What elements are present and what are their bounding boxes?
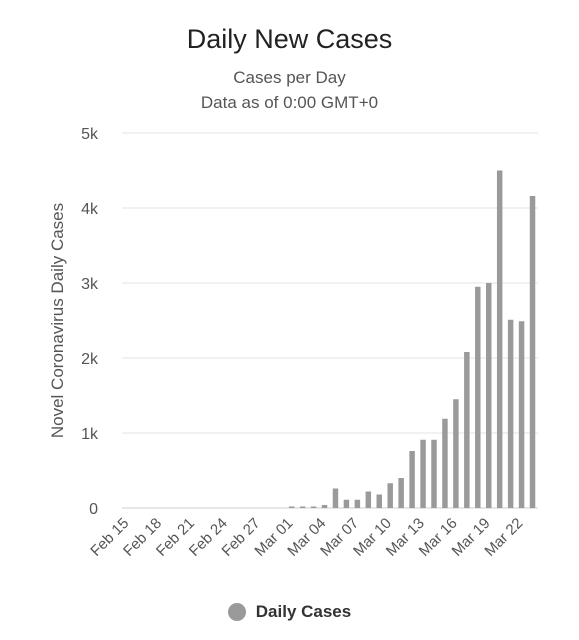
bar: [420, 439, 426, 508]
bar: [464, 352, 470, 508]
bar: [431, 439, 437, 508]
bar: [398, 478, 404, 508]
y-tick-label: 0: [89, 501, 98, 518]
bar: [365, 491, 372, 508]
bar: [310, 506, 317, 508]
legend-marker-daily-cases: [227, 603, 246, 621]
y-tick-label: 3k: [81, 276, 99, 293]
bar: [496, 170, 503, 508]
bar: [299, 506, 306, 508]
bar: [518, 321, 525, 508]
bar: [486, 283, 492, 508]
y-tick-label: 5k: [81, 126, 99, 143]
y-tick-label: 2k: [81, 351, 99, 368]
bar: [475, 286, 481, 508]
legend-label-daily-cases: Daily Cases: [255, 602, 352, 621]
bar: [442, 418, 448, 508]
bar: [507, 319, 514, 508]
y-tick-label: 4k: [81, 201, 99, 218]
bar: [453, 399, 459, 508]
chart-legend[interactable]: Daily Cases: [0, 602, 579, 622]
bar: [529, 196, 536, 508]
chart-subtitle-line-1: Cases per Day: [233, 68, 346, 87]
chart-title: Daily New Cases: [186, 24, 393, 54]
bar: [288, 506, 295, 508]
y-tick-label: 1k: [81, 426, 99, 443]
bar: [409, 451, 415, 508]
bar: [387, 483, 393, 508]
bar: [321, 505, 328, 508]
bar: [332, 488, 339, 508]
bar: [376, 494, 382, 508]
chart-subtitle-line-2: Data as of 0:00 GMT+0: [200, 93, 379, 112]
bar: [354, 499, 361, 508]
y-axis-label: Novel Coronavirus Daily Cases: [48, 203, 67, 438]
bar: [343, 499, 350, 508]
